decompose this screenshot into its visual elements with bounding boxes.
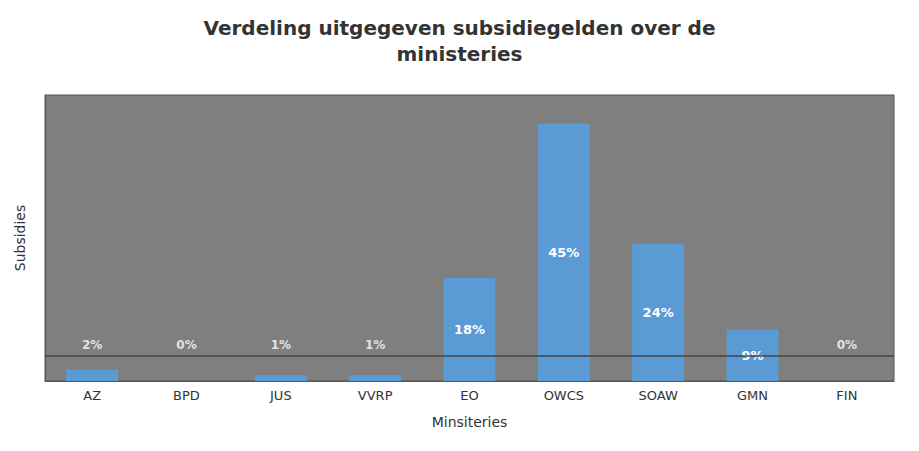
svg-text:EO: EO bbox=[460, 388, 478, 403]
svg-text:1%: 1% bbox=[365, 338, 385, 352]
svg-text:JUS: JUS bbox=[269, 388, 292, 403]
svg-text:24%: 24% bbox=[643, 305, 674, 320]
svg-text:0%: 0% bbox=[837, 338, 857, 352]
svg-text:Minsiteries: Minsiteries bbox=[432, 414, 508, 430]
svg-text:0%: 0% bbox=[176, 338, 196, 352]
svg-text:18%: 18% bbox=[454, 322, 485, 337]
svg-text:SOAW: SOAW bbox=[639, 388, 678, 403]
svg-text:45%: 45% bbox=[548, 245, 579, 260]
svg-text:9%: 9% bbox=[741, 347, 764, 363]
svg-text:OWCS: OWCS bbox=[544, 388, 584, 403]
svg-text:GMN: GMN bbox=[737, 388, 768, 403]
svg-text:1%: 1% bbox=[271, 338, 291, 352]
svg-text:VVRP: VVRP bbox=[358, 388, 393, 403]
svg-text:2%: 2% bbox=[82, 338, 102, 352]
svg-text:ministeries: ministeries bbox=[396, 42, 522, 66]
svg-text:BPD: BPD bbox=[173, 388, 200, 403]
svg-text:FIN: FIN bbox=[836, 388, 857, 403]
svg-text:AZ: AZ bbox=[83, 388, 101, 403]
svg-text:Subsidies: Subsidies bbox=[12, 205, 28, 272]
svg-text:Verdeling uitgegeven subsidieg: Verdeling uitgegeven subsidiegelden over… bbox=[204, 16, 716, 40]
